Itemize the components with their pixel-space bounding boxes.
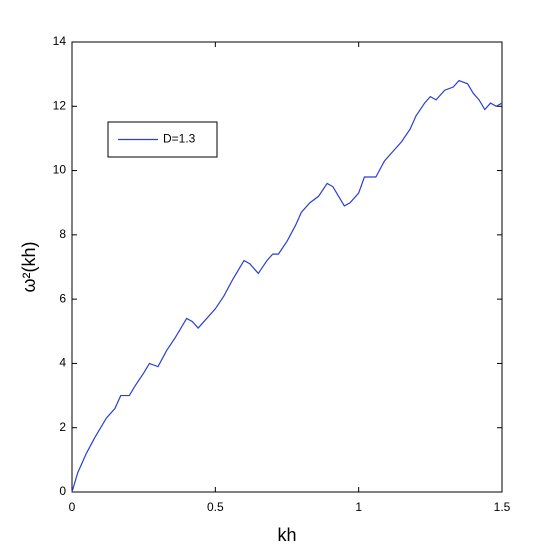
y-tick-label: 0 [59,484,66,498]
x-tick-label: 0.5 [207,500,224,514]
y-tick-label: 10 [53,163,67,177]
x-tick-label: 1 [355,500,362,514]
x-tick-label: 1.5 [494,500,511,514]
y-tick-label: 6 [59,291,66,305]
y-tick-label: 4 [59,356,66,370]
legend-label: D=1.3 [163,132,196,146]
data-line [71,79,503,493]
plot-frame [71,41,503,493]
x-tick-label: 0 [69,500,76,514]
y-axis-label: ω²(kh) [19,241,39,292]
y-tick-label: 8 [59,227,66,241]
y-tick-label: 12 [53,98,67,112]
y-tick-label: 14 [53,34,67,48]
y-tick-label: 2 [59,420,66,434]
x-axis-label: kh [277,525,296,545]
